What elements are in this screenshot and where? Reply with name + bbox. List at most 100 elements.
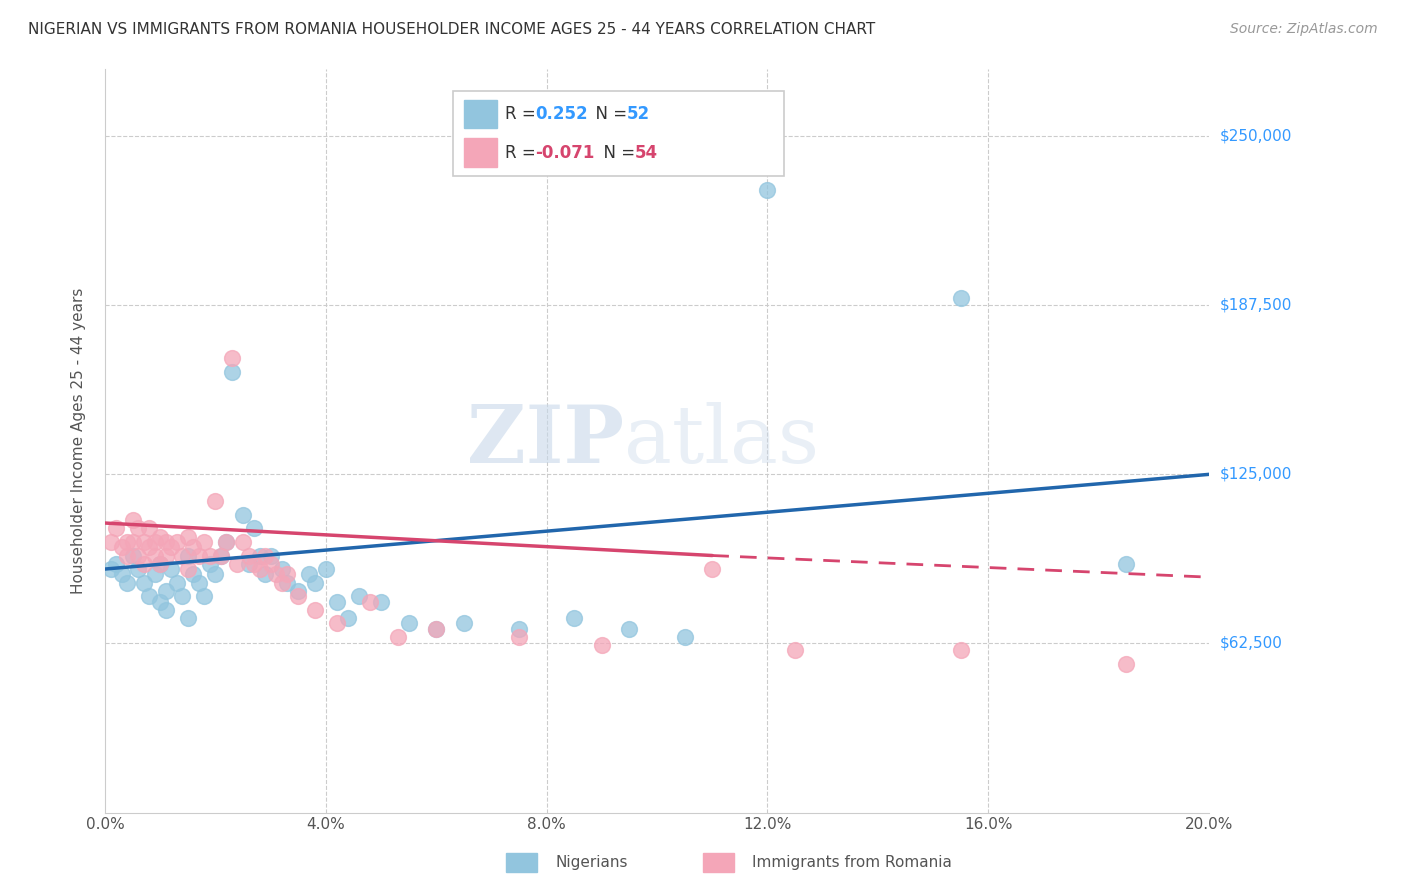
Point — [177, 530, 200, 544]
Point — [562, 611, 585, 625]
Text: R =: R = — [505, 144, 541, 161]
Point — [138, 589, 160, 603]
Point — [326, 594, 349, 608]
Point — [591, 638, 613, 652]
Point — [619, 622, 641, 636]
Point — [425, 622, 447, 636]
Point — [508, 622, 530, 636]
Text: $62,500: $62,500 — [1220, 636, 1284, 651]
Point — [100, 535, 122, 549]
Point — [254, 567, 277, 582]
Point — [259, 557, 281, 571]
Point — [238, 557, 260, 571]
Point — [115, 535, 138, 549]
Point — [249, 549, 271, 563]
FancyBboxPatch shape — [464, 100, 496, 128]
Point — [359, 594, 381, 608]
Point — [270, 562, 292, 576]
FancyBboxPatch shape — [453, 91, 785, 177]
Point — [105, 521, 128, 535]
Point — [238, 549, 260, 563]
Point — [783, 643, 806, 657]
Point — [243, 557, 266, 571]
Point — [508, 630, 530, 644]
Point — [177, 562, 200, 576]
Text: Nigerians: Nigerians — [555, 855, 628, 870]
Text: N =: N = — [585, 105, 633, 123]
Point — [249, 562, 271, 576]
Point — [187, 549, 209, 563]
Point — [155, 549, 177, 563]
Point — [143, 549, 166, 563]
Point — [172, 589, 194, 603]
Point — [121, 513, 143, 527]
Text: 52: 52 — [627, 105, 651, 123]
Point — [1115, 557, 1137, 571]
Point — [756, 183, 779, 197]
Point — [347, 589, 370, 603]
Point — [166, 575, 188, 590]
Point — [370, 594, 392, 608]
Point — [149, 530, 172, 544]
Point — [198, 557, 221, 571]
Point — [287, 589, 309, 603]
Point — [193, 589, 215, 603]
Point — [336, 611, 359, 625]
Point — [105, 557, 128, 571]
Point — [160, 562, 183, 576]
Point — [326, 616, 349, 631]
Point — [1115, 657, 1137, 671]
Point — [155, 583, 177, 598]
Point — [187, 575, 209, 590]
Y-axis label: Householder Income Ages 25 - 44 years: Householder Income Ages 25 - 44 years — [72, 287, 86, 594]
Text: N =: N = — [593, 144, 640, 161]
Point — [398, 616, 420, 631]
Point — [315, 562, 337, 576]
Point — [232, 535, 254, 549]
Point — [453, 616, 475, 631]
Point — [155, 535, 177, 549]
Text: NIGERIAN VS IMMIGRANTS FROM ROMANIA HOUSEHOLDER INCOME AGES 25 - 44 YEARS CORREL: NIGERIAN VS IMMIGRANTS FROM ROMANIA HOUS… — [28, 22, 876, 37]
Text: $187,500: $187,500 — [1220, 298, 1292, 313]
Point — [304, 575, 326, 590]
Point — [121, 535, 143, 549]
Text: -0.071: -0.071 — [536, 144, 595, 161]
Point — [287, 583, 309, 598]
Point — [304, 602, 326, 616]
Point — [149, 594, 172, 608]
Point — [115, 575, 138, 590]
Point — [110, 541, 132, 555]
Text: R =: R = — [505, 105, 541, 123]
Point — [226, 557, 249, 571]
FancyBboxPatch shape — [464, 138, 496, 167]
Point — [949, 643, 972, 657]
Text: Source: ZipAtlas.com: Source: ZipAtlas.com — [1230, 22, 1378, 37]
Point — [221, 365, 243, 379]
Point — [270, 575, 292, 590]
Point — [209, 549, 232, 563]
Text: ZIP: ZIP — [467, 401, 624, 480]
Point — [149, 557, 172, 571]
Point — [198, 549, 221, 563]
Point — [181, 567, 204, 582]
Point — [387, 630, 409, 644]
Point — [702, 562, 724, 576]
Point — [425, 622, 447, 636]
Point — [149, 557, 172, 571]
Point — [177, 611, 200, 625]
Point — [132, 535, 155, 549]
Point — [276, 575, 298, 590]
Text: atlas: atlas — [624, 401, 820, 480]
Point — [132, 557, 155, 571]
Point — [232, 508, 254, 522]
Point — [121, 549, 143, 563]
Point — [221, 351, 243, 365]
Text: $250,000: $250,000 — [1220, 128, 1292, 144]
Point — [276, 567, 298, 582]
Point — [155, 602, 177, 616]
Point — [204, 494, 226, 508]
Point — [209, 549, 232, 563]
Point — [127, 549, 149, 563]
Point — [673, 630, 696, 644]
Point — [264, 567, 287, 582]
